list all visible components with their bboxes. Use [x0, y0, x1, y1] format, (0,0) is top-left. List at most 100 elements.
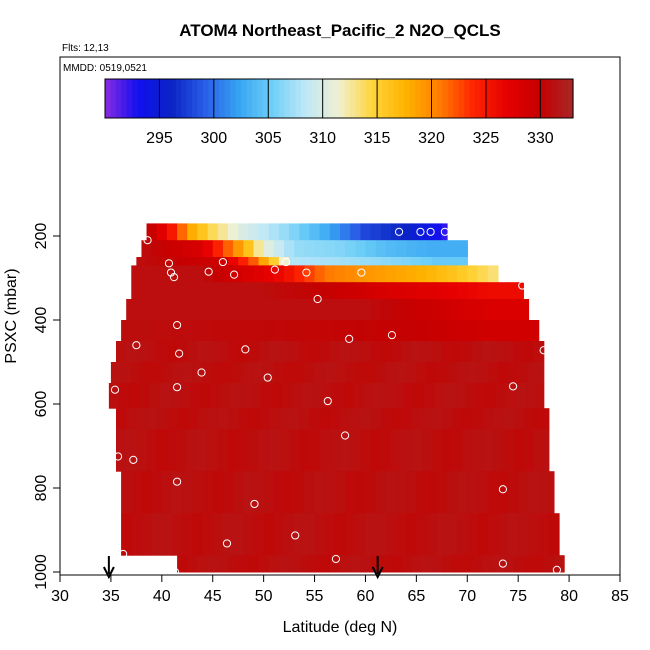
colorbar-cell	[295, 79, 302, 118]
heatmap-cell	[151, 320, 163, 342]
heatmap-cell	[380, 257, 392, 266]
heatmap-cell	[319, 223, 331, 241]
heatmap-cell	[258, 257, 270, 266]
heatmap-cell	[538, 513, 550, 556]
heatmap-cell	[172, 240, 183, 258]
colorbar-cell	[333, 79, 340, 118]
colorbar-tick-label: 300	[200, 130, 227, 147]
heatmap-cell	[284, 513, 295, 556]
heatmap-cell	[200, 383, 212, 409]
heatmap-cell	[416, 320, 428, 342]
x-tick-label: 30	[51, 588, 69, 605]
heatmap-cell	[360, 429, 372, 472]
heatmap-cell	[355, 320, 367, 342]
heatmap-cell	[487, 513, 499, 556]
heatmap-cell	[426, 362, 438, 384]
heatmap-cell	[436, 320, 448, 342]
heatmap-cell	[334, 513, 346, 556]
heatmap-cell	[350, 341, 362, 363]
heatmap-cell	[355, 240, 367, 258]
heatmap-cell	[477, 471, 489, 514]
heatmap-cell	[312, 383, 324, 409]
heatmap-cell	[241, 383, 253, 409]
heatmap-cell	[446, 240, 458, 258]
heatmap-cell	[233, 282, 244, 300]
heatmap-cell	[289, 555, 300, 573]
heatmap-cell	[355, 513, 367, 556]
heatmap-cell	[385, 320, 397, 342]
heatmap-cell	[273, 471, 285, 514]
heatmap-cell	[304, 320, 316, 342]
heatmap-cell	[457, 320, 468, 342]
heatmap-cell	[136, 299, 148, 321]
heatmap-cell	[329, 223, 341, 241]
colorbar-cell	[126, 79, 133, 118]
heatmap-cell	[533, 429, 545, 472]
heatmap-cell	[406, 265, 418, 283]
heatmap-cell	[161, 362, 173, 384]
heatmap-cell	[222, 282, 234, 300]
heatmap-cell	[222, 320, 234, 342]
heatmap-cell	[482, 341, 494, 363]
heatmap-cell	[284, 240, 295, 258]
heatmap-cell	[340, 341, 351, 363]
colorbar-cell	[556, 79, 563, 118]
heatmap-cell	[309, 299, 321, 321]
heatmap-cell	[207, 555, 219, 573]
heatmap-cell	[340, 408, 351, 430]
heatmap-cell	[441, 257, 453, 266]
heatmap-cell	[365, 265, 377, 283]
colorbar-cell	[513, 79, 520, 118]
colorbar: 295 300 305 310 315 320 325 330	[104, 78, 574, 147]
heatmap-cell	[360, 555, 372, 573]
heatmap-cell	[268, 555, 280, 573]
sample-point	[508, 382, 518, 391]
heatmap-cell	[345, 471, 356, 514]
colorbar-cell	[279, 79, 286, 118]
heatmap-cell	[502, 408, 514, 430]
heatmap-cell	[166, 429, 178, 472]
heatmap-cell	[462, 299, 474, 321]
heatmap-cell	[294, 513, 306, 556]
flight-arrows	[102, 556, 384, 580]
heatmap-cell	[253, 362, 265, 384]
heatmap-cell	[467, 320, 479, 342]
heatmap-cell	[482, 429, 494, 472]
heatmap-cell	[131, 320, 143, 342]
colorbar-cell	[551, 79, 558, 118]
heatmap-cell	[294, 362, 306, 384]
heatmap-cell	[314, 265, 326, 283]
heatmap-cell	[441, 429, 453, 472]
heatmap-cell	[411, 429, 423, 472]
heatmap-cell	[426, 320, 438, 342]
sample-point	[313, 294, 322, 304]
heatmap-cell	[536, 383, 545, 409]
y-tick-label: 400	[33, 307, 50, 334]
heatmap-cell	[365, 513, 377, 556]
sample-point	[331, 554, 341, 564]
heatmap-cell	[421, 555, 433, 573]
heatmap-cell	[231, 383, 242, 409]
colorbar-cell	[545, 79, 552, 118]
heatmap-cell	[487, 320, 499, 342]
heatmap-cell	[192, 471, 204, 514]
sample-point	[230, 270, 239, 279]
heatmap-cell	[207, 299, 219, 321]
heatmap-cell	[396, 513, 407, 556]
heatmap-cell	[396, 320, 407, 342]
heatmap-cell	[472, 429, 484, 472]
heatmap-cell	[390, 429, 402, 472]
heatmap-cell	[197, 429, 209, 472]
heatmap-cell	[334, 265, 346, 283]
colorbar-cell	[562, 79, 569, 118]
heatmap-cell	[518, 282, 524, 300]
sample-point	[539, 346, 548, 355]
heatmap-cell	[131, 362, 143, 384]
colorbar-cell	[355, 79, 362, 118]
heatmap-cell	[390, 408, 402, 430]
heatmap-cell	[314, 471, 326, 514]
heatmap-cell	[457, 240, 468, 258]
heatmap-cell	[340, 257, 351, 266]
heatmap-cell	[329, 257, 341, 266]
heatmap-cell	[238, 257, 250, 266]
